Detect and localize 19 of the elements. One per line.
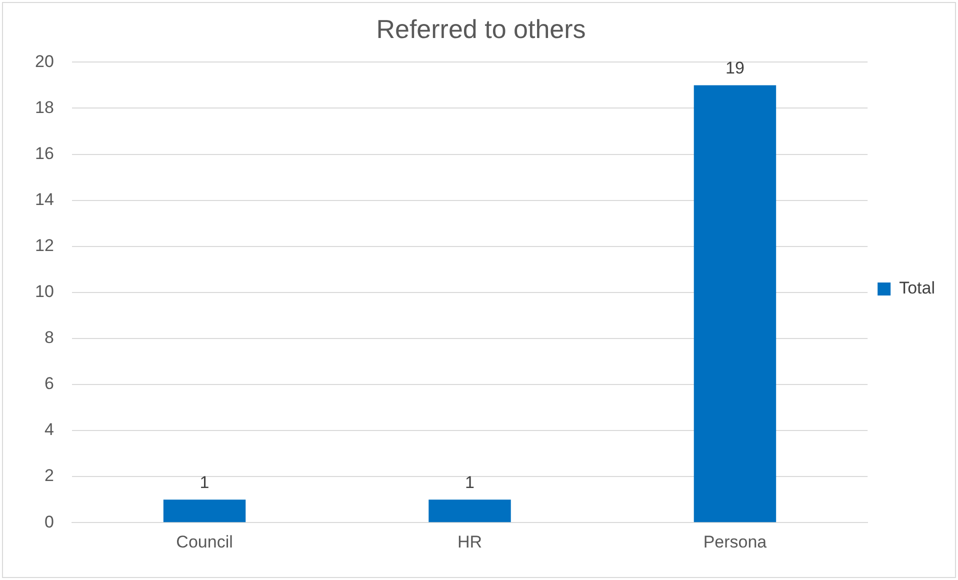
y-tick-label: 14	[34, 190, 54, 210]
legend-label: Total	[899, 278, 936, 298]
y-tick-label: 10	[34, 282, 54, 302]
data-label: 19	[726, 58, 744, 78]
x-tick-label: Persona	[703, 532, 768, 552]
y-tick-label: 6	[44, 374, 54, 394]
y-tick-label: 18	[34, 98, 54, 117]
x-tick-label: Council	[176, 532, 233, 552]
y-tick-label: 2	[44, 466, 54, 486]
y-tick-label: 20	[34, 52, 54, 71]
y-tick-label: 16	[34, 144, 54, 163]
x-tick-label: HR	[457, 532, 482, 552]
y-tick-label: 4	[44, 420, 54, 440]
y-tick-label: 12	[34, 236, 54, 256]
data-label: 1	[200, 472, 210, 492]
data-label: 1	[465, 472, 474, 492]
chart-title: Referred to others	[376, 14, 586, 44]
y-tick-label: 0	[44, 512, 54, 532]
y-tick-label: 8	[44, 328, 54, 348]
